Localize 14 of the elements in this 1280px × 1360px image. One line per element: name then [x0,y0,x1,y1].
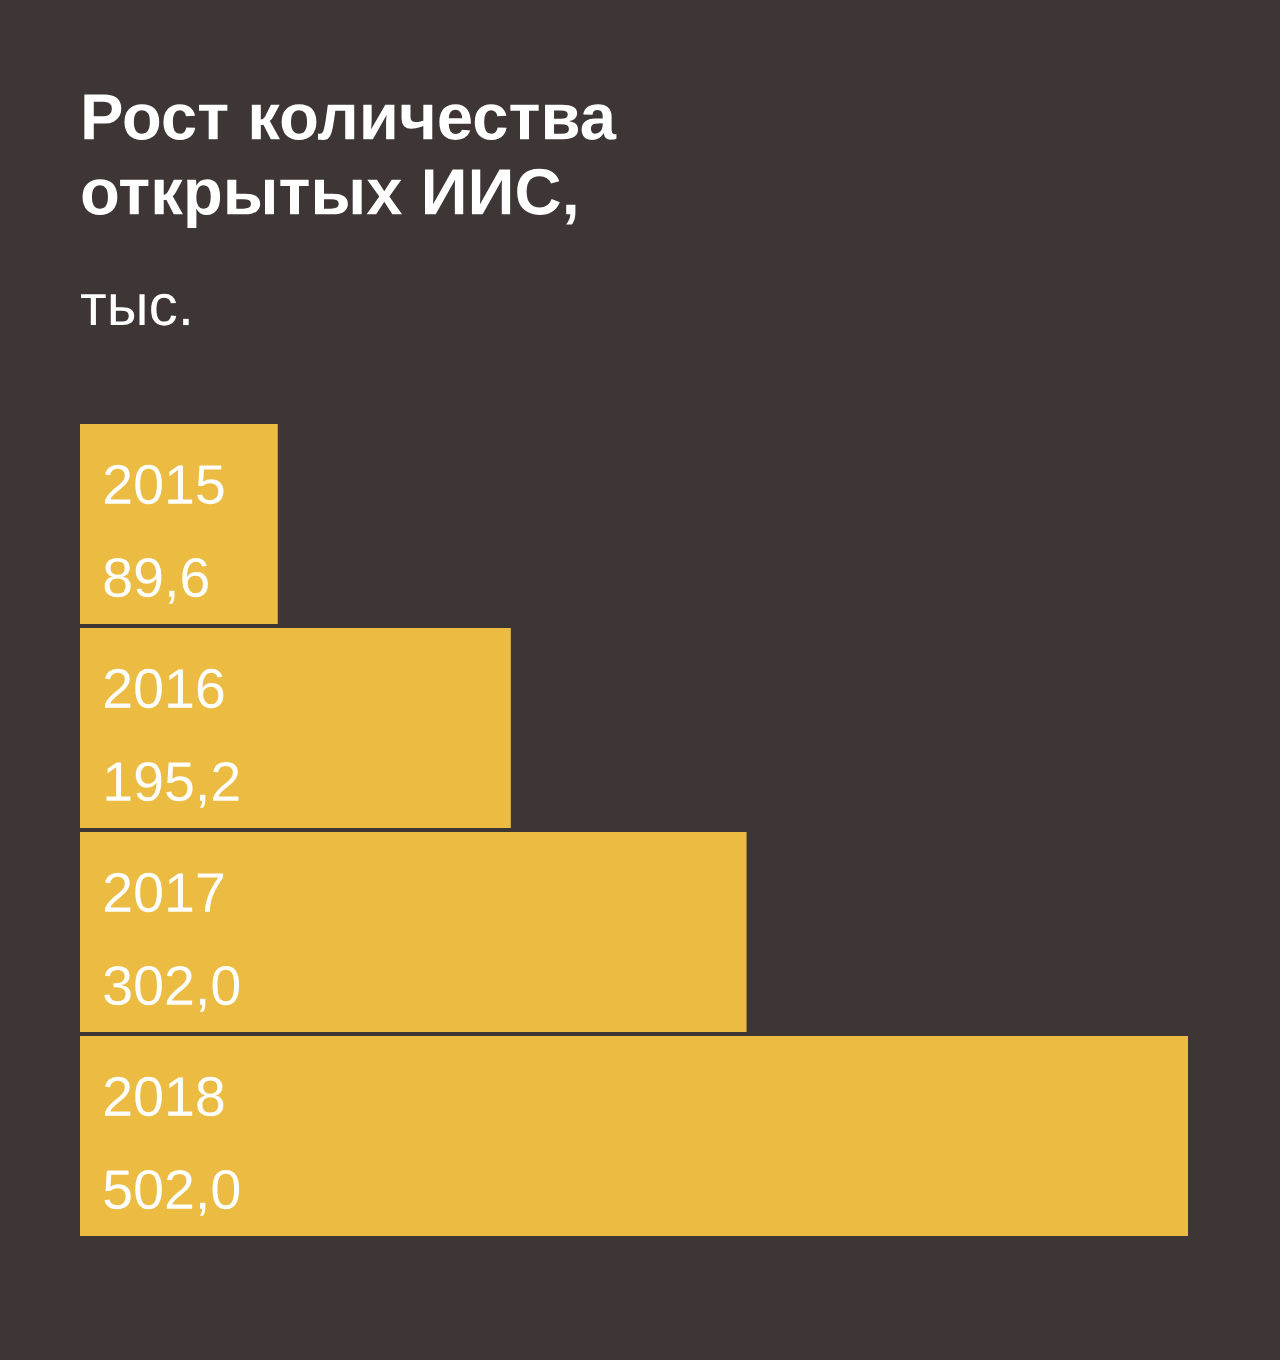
data-label: 502,0 [104,1169,240,1216]
data-label: 89,6 [104,557,208,604]
bar [80,1036,1188,1236]
y-tick-label: 2016 [105,668,224,709]
bar [80,832,747,1032]
bar [80,424,278,624]
y-tick-label: 2018 [105,1076,224,1117]
chart-subtitle: тыс. [80,293,189,326]
data-label: 302,0 [104,965,240,1012]
y-tick-label: 2017 [105,872,224,913]
chart-title: Рост количества открытых ИИС, [82,94,617,228]
data-label: 195,2 [106,761,239,808]
bar [80,628,511,828]
y-tick-label: 2015 [105,464,224,505]
